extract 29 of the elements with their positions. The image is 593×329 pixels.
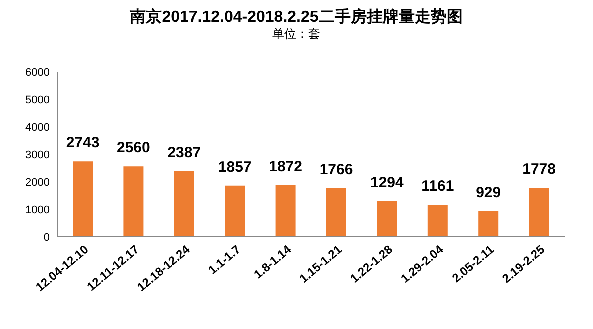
data-label: 1161 — [422, 178, 454, 196]
data-label: 1872 — [269, 158, 302, 176]
data-label: 1294 — [370, 174, 405, 192]
data-label: 2743 — [66, 134, 100, 152]
chart-title: 南京2017.12.04-2018.2.25二手房挂牌量走势图 — [129, 8, 464, 27]
data-label: 2560 — [117, 140, 150, 157]
y-tick-label: 6000 — [26, 66, 50, 79]
bar — [174, 171, 194, 237]
bar — [377, 201, 398, 237]
bar — [428, 205, 448, 237]
y-tick-label: 3000 — [26, 149, 50, 162]
bar — [326, 188, 346, 237]
data-label: 1857 — [218, 158, 252, 176]
bar — [225, 186, 246, 237]
bar — [73, 162, 93, 237]
y-tick-label: 2000 — [26, 176, 50, 189]
bar — [478, 211, 499, 237]
y-tick-label: 5000 — [26, 94, 50, 106]
bar — [124, 166, 144, 237]
data-label: 1766 — [320, 161, 354, 178]
data-label: 2387 — [168, 144, 202, 162]
y-tick-label: 1000 — [26, 204, 50, 216]
y-tick-label: 0 — [44, 232, 50, 244]
data-label: 929 — [476, 184, 502, 202]
y-tick-label: 4000 — [26, 122, 50, 134]
bar — [529, 188, 550, 237]
bar — [276, 186, 296, 237]
chart-subtitle: 单位：套 — [272, 27, 322, 42]
data-label: 1778 — [522, 161, 556, 178]
